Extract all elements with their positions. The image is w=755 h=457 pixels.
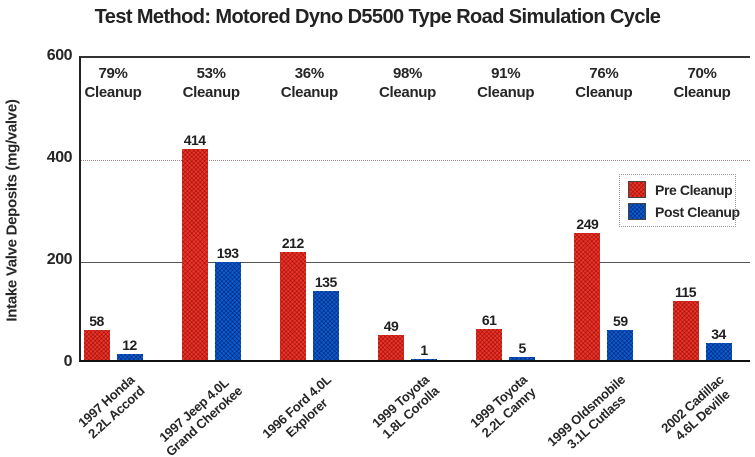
pre-bar-wrap: 249 (574, 216, 601, 360)
cleanup-percent-label: 36% Cleanup (260, 64, 358, 102)
bar-value-label: 1 (420, 342, 428, 358)
y-tick-label: 200 (46, 251, 73, 268)
x-category-label: 1997 Jeep 4.0L Grand Cherokee (153, 372, 246, 457)
y-axis-title: Intake Valve Deposits (mg/valve) (3, 99, 21, 322)
cleanup-percent-label: 91% Cleanup (457, 64, 555, 102)
bar-value-label: 12 (122, 337, 137, 353)
bar-value-label: 34 (711, 326, 726, 342)
chart-title: Test Method: Motored Dyno D5500 Type Roa… (94, 6, 661, 28)
pre-bar-wrap: 61 (476, 312, 503, 360)
post-bar-wrap: 34 (705, 326, 732, 360)
cleanup-word: Cleanup (84, 84, 142, 101)
post-cleanup-bar (509, 357, 536, 360)
post-cleanup-bar (312, 291, 339, 360)
y-tick-label: 600 (46, 47, 73, 64)
gridline-200 (81, 262, 750, 263)
bar-group: 212 135 (260, 58, 358, 360)
bar-group: 58 12 (64, 58, 162, 360)
cleanup-percent-value: 76% (589, 65, 619, 82)
post-cleanup-swatch-icon (628, 203, 646, 220)
post-bar-wrap: 193 (214, 245, 241, 360)
x-category-label: 1999 Oldsmobile 3.1L Cutlass (544, 372, 638, 457)
cleanup-word: Cleanup (280, 84, 338, 101)
bar-group: 49 1 (359, 58, 457, 360)
pre-cleanup-bar (672, 301, 699, 360)
cleanup-percent-value: 53% (196, 65, 226, 82)
bar-group: 414 193 (162, 58, 260, 360)
cleanup-percent-label: 70% Cleanup (653, 64, 751, 102)
cleanup-word: Cleanup (182, 84, 240, 101)
cleanup-percent-label: 53% Cleanup (162, 64, 260, 102)
x-category-label: 2002 Cadillac 4.6L Deville (658, 372, 736, 447)
bar-value-label: 49 (383, 318, 399, 334)
pre-bar-wrap: 49 (378, 318, 404, 360)
legend: Pre Cleanup Post Cleanup (619, 174, 740, 227)
bar-group: 115 34 (653, 58, 751, 360)
legend-item-post: Post Cleanup (628, 203, 740, 220)
cleanup-percent-value: 70% (687, 65, 717, 82)
pre-cleanup-bar (476, 329, 503, 360)
cleanup-word: Cleanup (378, 84, 437, 101)
cleanup-percent-value: 91% (491, 65, 521, 82)
post-bar-wrap: 5 (509, 340, 536, 360)
cleanup-word: Cleanup (575, 84, 633, 101)
post-cleanup-bar (607, 330, 634, 360)
legend-label: Pre Cleanup (655, 181, 733, 198)
y-tick-label: 0 (63, 353, 73, 370)
bar-value-label: 135 (314, 274, 337, 290)
post-bar-wrap: 135 (312, 274, 339, 360)
x-category-label: 1999 Toyota 2.2L Camry (467, 372, 540, 442)
bar-group: 61 5 (457, 58, 555, 360)
cleanup-percent-value: 79% (98, 65, 128, 82)
post-bar-wrap: 12 (116, 337, 143, 360)
post-cleanup-bar (411, 359, 437, 360)
cleanup-percent-label: 79% Cleanup (64, 64, 162, 102)
x-category-label: 1997 Honda 2.2L Accord (75, 372, 147, 441)
pre-cleanup-bar (279, 252, 306, 360)
pre-cleanup-bar (83, 330, 110, 360)
pre-bar-wrap: 212 (279, 235, 306, 360)
bar-value-label: 58 (89, 313, 104, 329)
cleanup-percent-value: 98% (392, 65, 423, 82)
post-cleanup-bar (705, 343, 732, 360)
bar-value-label: 115 (674, 284, 697, 300)
post-cleanup-bar (214, 262, 241, 360)
bar-value-label: 5 (518, 340, 527, 356)
x-category-label: 1996 Ford 4.0L Explorer (259, 372, 344, 452)
gridline-400 (81, 160, 750, 161)
pre-cleanup-swatch-icon (628, 181, 646, 198)
y-tick-label: 400 (46, 149, 73, 166)
post-bar-wrap: 1 (411, 342, 437, 360)
bar-value-label: 414 (183, 132, 206, 148)
bar-value-label: 193 (216, 245, 239, 261)
legend-item-pre: Pre Cleanup (628, 181, 733, 198)
pre-bar-wrap: 414 (181, 132, 208, 360)
legend-label: Post Cleanup (655, 203, 740, 220)
bar-value-label: 212 (281, 235, 304, 251)
bar-value-label: 61 (481, 312, 497, 328)
pre-cleanup-bar (181, 149, 208, 360)
post-cleanup-bar (116, 354, 143, 360)
bar-value-label: 249 (576, 216, 599, 232)
cleanup-word: Cleanup (673, 84, 731, 101)
cleanup-percent-label: 76% Cleanup (555, 64, 653, 102)
bar-group: 249 59 (555, 58, 653, 360)
pre-bar-wrap: 58 (83, 313, 110, 360)
bar-value-label: 59 (613, 313, 628, 329)
cleanup-percent-label: 98% Cleanup (359, 64, 457, 102)
x-category-label: 1999 Toyota 1.8L Corolla (369, 372, 442, 442)
pre-cleanup-bar (574, 233, 601, 360)
post-bar-wrap: 59 (607, 313, 634, 360)
pre-bar-wrap: 115 (672, 284, 699, 360)
pre-cleanup-bar (378, 335, 404, 360)
cleanup-percent-value: 36% (294, 65, 324, 82)
cleanup-word: Cleanup (477, 84, 535, 101)
